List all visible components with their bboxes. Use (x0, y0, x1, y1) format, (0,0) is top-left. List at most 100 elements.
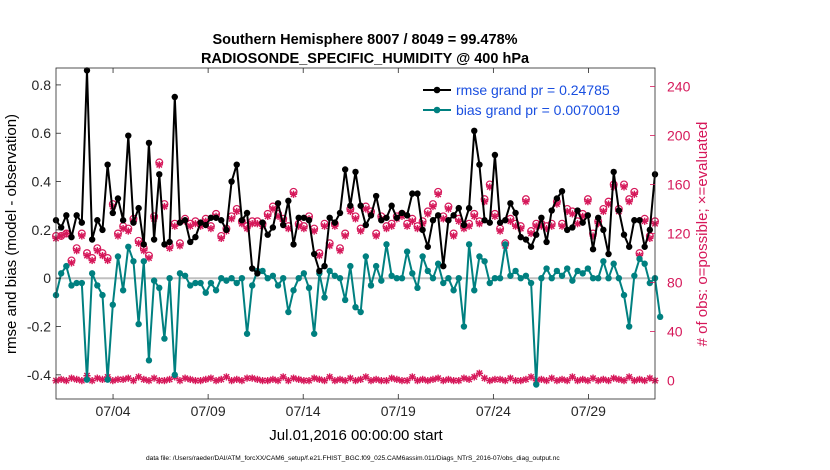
rmse-point (228, 178, 235, 185)
obs-evaluated-marker (78, 232, 86, 240)
rmse-point (636, 217, 643, 224)
rmse-series (52, 67, 659, 277)
rmse-point (197, 219, 204, 226)
y-left-tick-label: 0.4 (32, 174, 52, 190)
rmse-point (68, 233, 75, 241)
star-stroke (254, 376, 261, 383)
obs-low-marker (496, 375, 504, 383)
rmse-point (233, 161, 240, 168)
rmse-point (150, 236, 158, 243)
bias-point (88, 270, 96, 277)
obs-low-marker (264, 377, 272, 385)
star-stroke (233, 208, 240, 215)
obs-low-marker (517, 377, 525, 385)
star-stroke (114, 376, 122, 383)
star-stroke (310, 227, 318, 235)
star-stroke (218, 235, 225, 242)
bias-point (290, 287, 297, 294)
bias-point (471, 287, 478, 294)
star-stroke (176, 242, 184, 249)
rmse-point (207, 214, 215, 221)
obs-low-marker (181, 374, 189, 382)
bias-point (512, 267, 519, 275)
bias-point (331, 272, 339, 279)
rmse-point (145, 139, 153, 147)
obs-low-marker (475, 369, 484, 377)
rmse-point (88, 236, 96, 243)
star-stroke (347, 374, 354, 382)
bias-point (212, 287, 220, 294)
star-stroke (336, 376, 344, 383)
rmse-point (517, 233, 524, 241)
obs-evaluated-marker (341, 232, 349, 240)
x-tick-label: 07/19 (381, 403, 416, 419)
bias-point (383, 241, 390, 248)
bias-series (52, 241, 664, 388)
star-stroke (403, 222, 411, 230)
obs-low-marker (413, 377, 422, 385)
obs-evaluated-marker (630, 190, 638, 198)
star-stroke (445, 205, 452, 213)
obs-low-marker (444, 375, 453, 383)
rmse-point (140, 241, 147, 248)
obs-evaluated-marker (408, 217, 416, 225)
star-stroke (150, 374, 158, 382)
star-stroke (285, 225, 292, 232)
star-stroke (310, 374, 318, 382)
obs-evaluated-marker (320, 222, 329, 230)
star-stroke (558, 222, 566, 230)
star-stroke (625, 198, 633, 205)
data-file-footnote: data file: /Users/raeder/DAI/ATM_forcXX/… (146, 455, 560, 462)
star-stroke (68, 259, 75, 267)
star-stroke (476, 220, 483, 227)
rmse-point (491, 151, 499, 159)
bias-point (388, 272, 395, 279)
star-stroke (574, 220, 581, 227)
bias-point (336, 274, 344, 282)
obs-evaluated-marker (135, 239, 143, 247)
obs-low-marker (114, 375, 122, 383)
obs-low-marker (568, 373, 576, 381)
rmse-point (94, 217, 101, 224)
bias-point (517, 274, 524, 282)
obs-low-marker (610, 374, 618, 382)
rmse-point (589, 246, 597, 253)
bias-point (187, 282, 194, 289)
star-stroke (347, 208, 354, 215)
star-stroke (527, 373, 535, 381)
obs-low-marker (300, 377, 308, 385)
star-stroke (316, 252, 323, 259)
rmse-point (378, 217, 385, 224)
legend-rmse-marker (433, 86, 441, 94)
star-stroke (388, 374, 395, 382)
obs-evaluated-marker (336, 247, 344, 255)
rmse-point (73, 212, 80, 219)
star-stroke (620, 183, 628, 191)
rmse-point (553, 195, 561, 202)
rmse-point (383, 214, 390, 221)
star-stroke (486, 183, 493, 191)
rmse-point (620, 231, 628, 238)
star-stroke (496, 227, 504, 235)
bias-point (269, 272, 277, 279)
bias-point (641, 260, 648, 267)
star-stroke (440, 215, 447, 222)
rmse-point (445, 217, 452, 224)
bias-point (207, 279, 215, 287)
star-stroke (73, 376, 80, 383)
star-stroke (326, 242, 333, 249)
bias-point (615, 274, 623, 282)
rmse-point (114, 195, 122, 202)
star-stroke (140, 376, 147, 383)
bias-point (94, 282, 101, 289)
star-stroke (450, 232, 457, 240)
rmse-point (600, 226, 607, 234)
star-stroke (496, 376, 504, 383)
star-stroke (228, 215, 235, 222)
bias-point (119, 287, 127, 294)
obs-low-marker (573, 377, 582, 385)
rmse-point (274, 200, 282, 207)
rmse-point (398, 209, 406, 217)
rmse-point (403, 212, 411, 219)
bias-point (161, 335, 168, 342)
